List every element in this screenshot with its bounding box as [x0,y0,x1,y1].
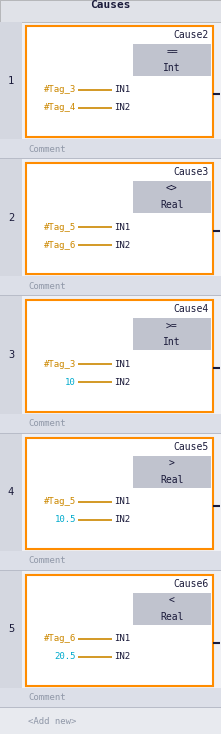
Text: Int: Int [163,63,181,73]
Text: 1: 1 [8,76,14,86]
Text: Comment: Comment [28,556,66,565]
Text: IN1: IN1 [114,360,130,369]
Bar [0,413,221,434]
Bar [26,163,213,275]
Text: 5: 5 [8,625,14,634]
Text: IN2: IN2 [114,515,130,524]
Bar [0,434,221,571]
Bar [0,432,221,434]
Bar [26,26,213,137]
Bar [0,571,221,708]
Bar [133,456,211,472]
Text: 10: 10 [65,378,76,387]
Text: Comment: Comment [28,282,66,291]
Text: Cause2: Cause2 [174,30,209,40]
Text: <Add new>: <Add new> [28,716,76,725]
Text: IN2: IN2 [114,103,130,112]
Text: <: < [169,596,175,606]
Text: IN2: IN2 [114,378,130,387]
Bar [133,197,211,213]
Text: IN1: IN1 [114,634,130,643]
Text: 20.5: 20.5 [55,653,76,661]
Bar [0,159,22,277]
Bar [133,335,211,350]
Text: #Tag_3: #Tag_3 [44,85,76,95]
Bar [0,297,221,434]
Bar [0,277,221,297]
Bar [0,22,221,159]
Text: Comment: Comment [28,145,66,153]
Text: >=: >= [166,321,178,331]
Bar [26,300,213,412]
Bar [0,708,221,734]
Bar [133,44,211,60]
Text: #Tag_6: #Tag_6 [44,634,76,643]
Bar [0,570,221,571]
Text: #Tag_3: #Tag_3 [44,360,76,369]
Text: IN1: IN1 [114,222,130,232]
Text: Cause4: Cause4 [174,305,209,314]
Text: Cause3: Cause3 [174,167,209,177]
Bar [0,707,221,708]
Text: 2: 2 [8,213,14,223]
Bar [133,593,211,608]
Text: Real: Real [160,200,184,210]
Text: 10.5: 10.5 [55,515,76,524]
Text: Comment: Comment [28,694,66,702]
Bar [0,159,221,297]
Text: #Tag_5: #Tag_5 [44,497,76,506]
Bar [0,434,22,550]
Bar [26,575,213,686]
Text: #Tag_4: #Tag_4 [44,103,76,112]
Text: >: > [169,459,175,468]
Bar [0,297,22,413]
Text: Cause5: Cause5 [174,442,209,451]
Bar [0,571,22,688]
Text: Cause6: Cause6 [174,579,209,589]
Bar [0,550,221,571]
Text: Real: Real [160,475,184,484]
Text: Real: Real [160,612,184,622]
Text: 3: 3 [8,350,14,360]
Text: #Tag_5: #Tag_5 [44,222,76,232]
Text: Comment: Comment [28,419,66,428]
Bar [0,139,221,159]
Text: IN1: IN1 [114,85,130,95]
Text: ==: == [166,47,178,57]
Bar [133,319,211,335]
Bar [133,608,211,625]
Text: IN2: IN2 [114,241,130,250]
Bar [133,472,211,487]
Bar [26,437,213,549]
Bar [0,22,22,139]
Text: IN1: IN1 [114,497,130,506]
Text: Causes: Causes [90,0,131,10]
Text: 4: 4 [8,487,14,497]
Bar [0,688,221,708]
Bar [0,0,221,22]
Text: IN2: IN2 [114,653,130,661]
Bar [0,295,221,297]
Bar [133,181,211,197]
Text: #Tag_6: #Tag_6 [44,241,76,250]
Bar [133,60,211,76]
Text: <>: <> [166,184,178,195]
Text: Int: Int [163,338,181,347]
